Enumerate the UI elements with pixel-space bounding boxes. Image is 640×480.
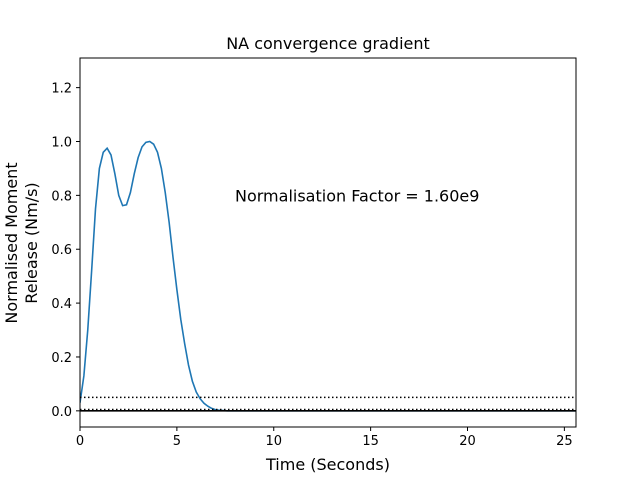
x-tick-label: 5	[173, 434, 181, 449]
x-axis-label: Time (Seconds)	[265, 455, 390, 474]
y-axis-label-line-1: Normalised Moment	[2, 162, 21, 323]
y-tick-label: 1.2	[51, 82, 72, 97]
y-tick-label: 0.0	[51, 405, 72, 420]
x-tick-label: 25	[556, 434, 573, 449]
plot-area	[79, 57, 577, 428]
y-tick-label: 0.2	[51, 351, 72, 366]
y-tick-label: 0.4	[51, 297, 72, 312]
annotation-normalisation-factor: Normalisation Factor = 1.60e9	[235, 186, 479, 205]
x-tick-label: 20	[459, 434, 476, 449]
x-tick-label: 10	[265, 434, 282, 449]
chart-title: NA convergence gradient	[226, 34, 430, 53]
y-axis-label-line-2: Release (Nm/s)	[22, 182, 41, 303]
moment-release-line	[80, 140, 576, 412]
y-tick-label: 0.8	[51, 189, 72, 204]
y-tick-label: 0.6	[51, 243, 72, 258]
y-tick-label: 1.0	[51, 135, 72, 150]
x-tick-label: 15	[362, 434, 379, 449]
x-tick-label: 0	[76, 434, 84, 449]
plot-frame	[79, 57, 577, 428]
series-group	[80, 140, 576, 412]
axis-ticks: 0 5 10 15 20 25 0.0 0.2 0.4 0.6 0.8 1.0 1.2	[51, 82, 572, 449]
